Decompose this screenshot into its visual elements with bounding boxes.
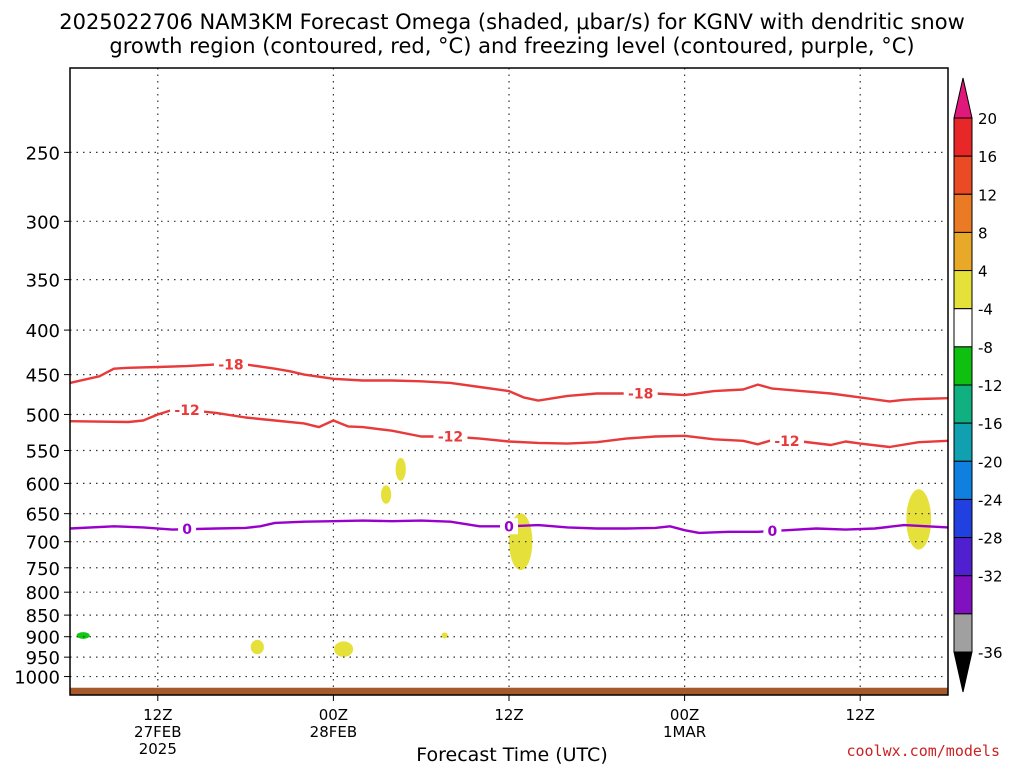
colorbar-label: 4: [978, 263, 988, 281]
contour-line-0: [69, 363, 949, 403]
contour-label-bg: [213, 356, 248, 373]
omega-shaded-region-6: [441, 632, 448, 639]
contour-label-bg: [500, 518, 518, 535]
terrain-strip: [70, 687, 948, 695]
contour-label: 0: [504, 519, 514, 535]
contour-label: -12: [174, 403, 199, 419]
contour-label: -18: [218, 357, 243, 373]
contour-label-bg: [170, 401, 205, 418]
x-tick-label: 12Z: [494, 706, 523, 724]
colorbar-top-triangle: [953, 77, 973, 119]
omega-shaded-region-4: [250, 639, 264, 655]
y-tick-label: 450: [26, 366, 60, 387]
contour-label-bg: [623, 385, 658, 402]
colorbar-label: 20: [978, 110, 997, 128]
omega-shaded-region-1: [380, 485, 392, 504]
colorbar-bin: [953, 155, 973, 195]
y-tick-label: 750: [26, 559, 60, 580]
omega-shaded-region-0: [395, 457, 406, 481]
contour-label: -18: [628, 386, 653, 402]
y-tick-label: 550: [26, 442, 60, 463]
x-tick-label: 12Z: [143, 706, 172, 724]
colorbar-label: -28: [978, 530, 1003, 548]
contour-label: -12: [438, 429, 463, 445]
y-tick-label: 700: [26, 533, 60, 554]
colorbar-bin: [953, 498, 973, 539]
chart-title-line-1: 2025022706 NAM3KM Forecast Omega (shaded…: [59, 10, 965, 34]
colorbar-label: -16: [978, 415, 1003, 433]
y-tick-label: 400: [26, 321, 60, 342]
omega-shaded-region-3: [906, 489, 932, 550]
y-tick-label: 850: [26, 606, 60, 627]
colorbar-label: 16: [978, 148, 997, 166]
colorbar-bottom-triangle: [953, 651, 973, 693]
plot-frame: [69, 67, 949, 696]
colorbar-bin: [953, 193, 973, 233]
y-tick-label: 950: [26, 648, 60, 669]
colorbar-bin: [953, 346, 973, 386]
omega-shaded-region-7: [76, 632, 90, 639]
contour-label-bg: [770, 432, 805, 449]
x-tick-label: 1MAR: [663, 723, 706, 741]
y-tick-label: 800: [26, 583, 60, 604]
x-axis-title: Forecast Time (UTC): [416, 744, 608, 766]
x-tick-label: 27FEB: [134, 723, 181, 741]
contour-label-bg: [178, 521, 197, 538]
colorbar-label: -24: [978, 491, 1003, 509]
y-tick-label: 350: [26, 271, 60, 292]
watermark-text: coolwx.com/models: [846, 742, 1000, 760]
omega-shaded-region-5: [334, 641, 354, 657]
colorbar-bin: [953, 575, 973, 615]
colorbar-bin: [953, 422, 973, 462]
y-tick-label: 900: [26, 628, 60, 649]
contour-label: 0: [182, 522, 192, 538]
x-tick-label: 2025: [139, 740, 177, 758]
colorbar-label: -36: [978, 644, 1003, 662]
contour-label-bg: [763, 523, 782, 540]
colorbar-bin: [953, 308, 973, 348]
colorbar-bin: [953, 460, 973, 500]
colorbar-bin: [953, 613, 973, 653]
colorbar-label: -8: [978, 339, 993, 357]
chart-title-line-2: growth region (contoured, red, °C) and f…: [109, 34, 915, 58]
colorbar-label: -12: [978, 377, 1003, 395]
colorbar-label: -4: [978, 301, 993, 319]
colorbar-bin: [953, 270, 973, 310]
colorbar-label: 8: [978, 224, 988, 242]
colorbar-label: 12: [978, 186, 997, 204]
colorbar-bin: [953, 537, 973, 577]
colorbar-bin: [953, 384, 973, 424]
contour-label: 0: [768, 524, 778, 540]
colorbar-label: -32: [978, 568, 1003, 586]
contour-line-1: [69, 408, 949, 449]
y-tick-label: 600: [26, 474, 60, 495]
y-tick-label: 1000: [14, 668, 60, 689]
x-tick-label: 28FEB: [310, 723, 357, 741]
contour-label: -12: [774, 434, 799, 450]
colorbar-label: -20: [978, 453, 1003, 471]
y-tick-label: 500: [26, 405, 60, 426]
y-tick-label: 250: [26, 143, 60, 164]
y-tick-label: 650: [26, 505, 60, 526]
x-tick-label: 00Z: [319, 706, 348, 724]
colorbar-bin: [953, 117, 973, 157]
x-tick-label: 00Z: [670, 706, 699, 724]
y-tick-label: 300: [26, 212, 60, 233]
colorbar-bin: [953, 231, 973, 272]
contour-label-bg: [433, 428, 468, 445]
x-tick-label: 12Z: [846, 706, 875, 724]
